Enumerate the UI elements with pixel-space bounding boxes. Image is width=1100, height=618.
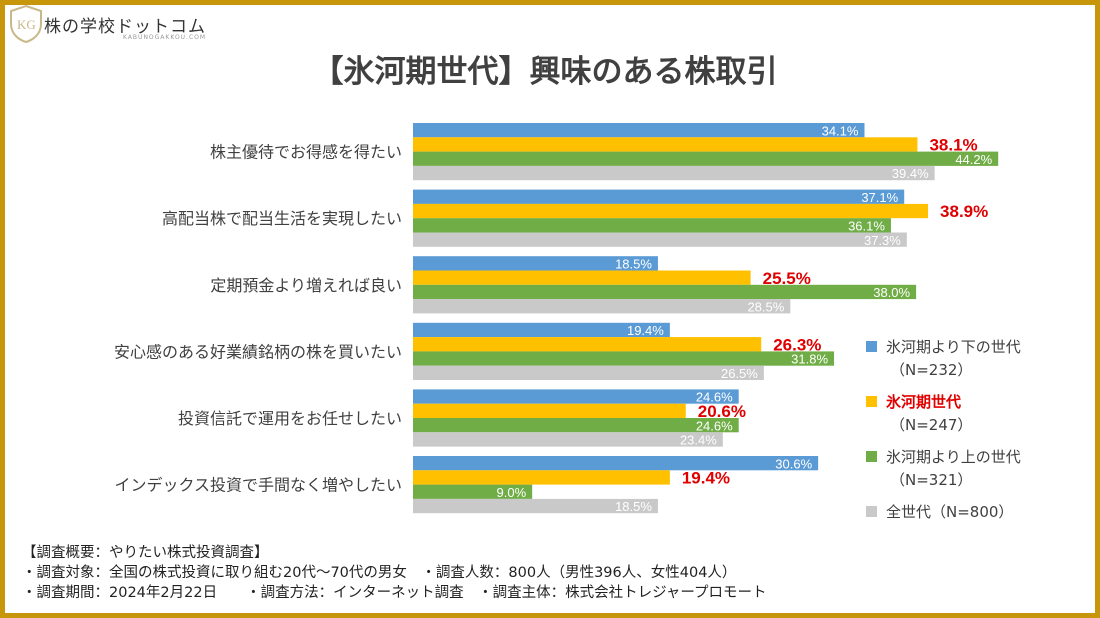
data-label: 23.4%	[680, 433, 717, 448]
legend-swatch	[866, 506, 877, 517]
bar	[413, 299, 791, 314]
legend-item-ice-age: 氷河期世代 （N=247）	[866, 391, 1021, 446]
category-label: 株主優待でお得感を得たい	[210, 143, 402, 162]
data-label: 28.5%	[747, 299, 784, 314]
data-label: 24.6%	[696, 390, 733, 405]
data-label: 31.8%	[791, 352, 828, 367]
data-label: 38.0%	[873, 285, 910, 300]
bar	[413, 337, 762, 352]
chart-title: 【氷河期世代】興味のある株取引	[312, 54, 778, 90]
bar	[413, 151, 999, 166]
data-label: 24.6%	[696, 418, 733, 433]
legend-swatch	[866, 341, 877, 352]
legend-item-below: 氷河期より下の世代 （N=232）	[866, 336, 1021, 391]
category-label: 高配当株で配当生活を実現したい	[162, 209, 402, 228]
bar	[413, 389, 739, 404]
legend-label: 全世代	[886, 503, 932, 521]
legend: 氷河期より下の世代 （N=232） 氷河期世代 （N=247） 氷河期より上の世…	[866, 336, 1021, 556]
legend-label: 氷河期世代	[886, 393, 962, 411]
legend-label: 氷河期より上の世代	[886, 448, 1021, 466]
legend-n: （N=247）	[890, 416, 973, 434]
bar	[413, 232, 907, 247]
data-label: 26.5%	[721, 366, 758, 381]
legend-n: （N=232）	[890, 361, 973, 379]
data-label: 18.5%	[615, 499, 652, 514]
bar	[413, 284, 917, 300]
bar	[413, 470, 670, 485]
bar	[413, 484, 533, 499]
bar-chart: 株主優待でお得感を得たい 34.1% 38.1%44.2% 39.4% 高配当株で配当生…	[114, 123, 999, 514]
logo-subtext: KABUNOGAKKOU.COM	[123, 34, 207, 41]
shield-logo-icon: KG	[10, 4, 42, 44]
legend-item-above: 氷河期より上の世代 （N=321）	[866, 446, 1021, 501]
legend-swatch	[866, 451, 877, 462]
data-label: 38.9%	[940, 202, 988, 221]
category-label: 安心感のある好業績銘柄の株を買いたい	[114, 342, 402, 361]
bar	[413, 365, 764, 380]
legend-label: 氷河期より下の世代	[886, 338, 1021, 356]
footer-line: 【調査概要：やりたい株式投資調査】	[22, 545, 269, 561]
data-label: 19.4%	[682, 469, 730, 488]
bar	[413, 165, 935, 181]
category-label: 投資信託で運用をお任せしたい	[178, 409, 402, 428]
bar	[413, 270, 751, 285]
logo-text: 株の学校ドットコム	[44, 17, 206, 37]
data-label: 19.4%	[627, 323, 664, 338]
data-label: 9.0%	[497, 485, 527, 500]
legend-n: （N=321）	[890, 471, 973, 489]
legend-n: （N=800）	[931, 503, 1014, 521]
bar	[413, 456, 819, 471]
category-label: 定期預金より増えれば良い	[210, 276, 402, 295]
data-label: 44.2%	[955, 152, 992, 167]
legend-item-all: 全世代（N=800）	[866, 501, 1021, 556]
svg-text:KG: KG	[17, 17, 36, 32]
category-label: インデックス投資で手間なく増やしたい	[114, 476, 402, 495]
logo: KG 株の学校ドットコム KABUNOGAKKOU.COM	[8, 4, 206, 44]
bar	[413, 418, 739, 433]
data-label: 36.1%	[848, 219, 885, 234]
bar	[413, 203, 929, 219]
data-label: 30.6%	[775, 456, 812, 471]
data-label: 20.6%	[698, 402, 746, 421]
footer-line: ・調査期間：2024年2月22日 ・調査方法：インターネット調査 ・調査主体：株…	[22, 585, 767, 601]
bar	[413, 351, 835, 366]
bar	[413, 123, 865, 138]
bar	[413, 137, 918, 152]
bar	[413, 432, 723, 447]
data-label: 25.5%	[763, 269, 811, 288]
data-label: 26.3%	[773, 335, 821, 354]
data-label: 37.1%	[861, 190, 898, 205]
bar	[413, 256, 658, 271]
data-label: 39.4%	[892, 166, 929, 181]
footer-line: ・調査対象：全国の株式投資に取り組む20代～70代の男女 ・調査人数：800人（…	[22, 565, 737, 581]
bar	[413, 498, 658, 514]
legend-swatch	[866, 396, 877, 407]
bar	[413, 218, 891, 233]
data-label: 34.1%	[822, 123, 859, 138]
data-label: 37.3%	[864, 233, 901, 248]
data-label: 38.1%	[929, 136, 977, 155]
bar	[413, 403, 686, 418]
survey-footer: 【調査概要：やりたい株式投資調査】 ・調査対象：全国の株式投資に取り組む20代～…	[22, 543, 766, 603]
bar	[413, 322, 670, 338]
data-label: 18.5%	[615, 257, 652, 272]
bar	[413, 189, 905, 204]
